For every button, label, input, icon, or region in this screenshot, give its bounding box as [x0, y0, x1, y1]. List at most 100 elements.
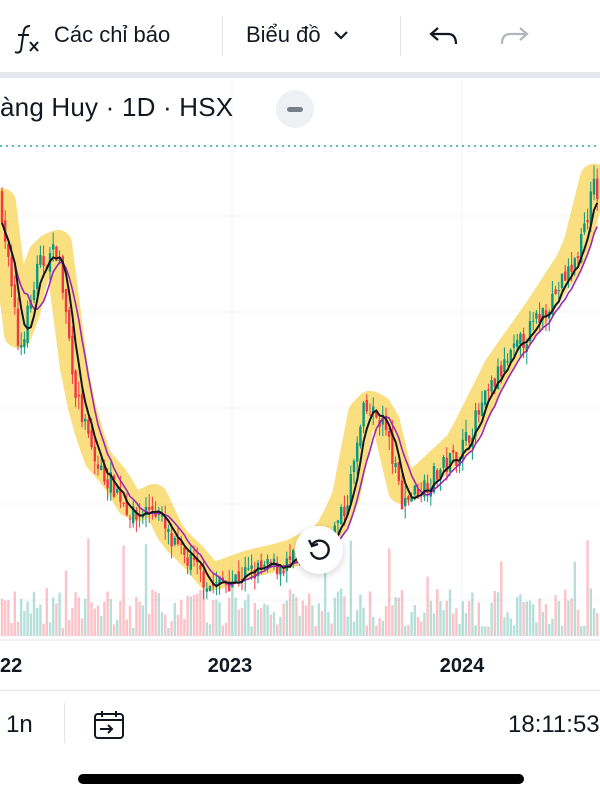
- volume-bar: [285, 600, 288, 636]
- bottombar-divider: [64, 703, 65, 743]
- volume-bar: [372, 616, 375, 636]
- bottom-toolbar: 1n 18:11:53: [0, 690, 600, 761]
- chart-type-button[interactable]: Biểu đồ: [246, 22, 351, 48]
- candle-body: [122, 502, 125, 504]
- collapse-legend-button[interactable]: [276, 90, 314, 128]
- candle-body: [218, 576, 221, 585]
- candle-body: [240, 578, 244, 582]
- candle-body: [416, 489, 420, 499]
- candle-body: [336, 520, 340, 524]
- candle-body: [487, 389, 490, 391]
- volume-bar: [247, 594, 250, 636]
- candle-body: [397, 461, 400, 482]
- candle-body: [576, 256, 580, 259]
- undo-icon[interactable]: [428, 22, 460, 50]
- candle-body: [93, 446, 96, 462]
- volume-bar: [356, 610, 359, 636]
- candle-body: [372, 406, 375, 414]
- volume-bar: [410, 612, 413, 636]
- x-tick-label: 2023: [208, 655, 253, 677]
- volume-bar: [384, 605, 388, 636]
- volume-bar: [260, 608, 263, 636]
- candle-body: [516, 340, 519, 347]
- volume-bar: [58, 592, 61, 636]
- volume-bar: [29, 613, 32, 636]
- volume-bar: [461, 601, 464, 636]
- volume-bar: [253, 602, 256, 636]
- fx-icon[interactable]: [10, 22, 42, 54]
- volume-bar: [528, 600, 532, 636]
- volume-bar: [320, 610, 324, 636]
- volume-bar: [202, 589, 205, 636]
- candle-body: [352, 460, 356, 472]
- reset-chart-button[interactable]: [295, 526, 343, 574]
- volume-bar: [144, 544, 148, 636]
- candle-body: [541, 307, 544, 321]
- volume-bar: [496, 592, 500, 636]
- candles: [0, 165, 599, 600]
- symbol-legend[interactable]: àng Huy · 1D · HSX: [0, 92, 234, 122]
- volume-bar: [445, 600, 448, 636]
- candle-body: [525, 344, 528, 352]
- candle-body: [84, 418, 87, 422]
- volume-bar: [333, 597, 336, 636]
- indicators-button[interactable]: Các chỉ báo: [54, 22, 170, 48]
- candle-body: [359, 426, 362, 447]
- candle-body: [448, 452, 452, 472]
- candle-body: [500, 365, 503, 377]
- candle-body: [234, 574, 237, 582]
- candle-body: [439, 469, 442, 479]
- candle-body: [567, 266, 570, 281]
- candle-body: [349, 473, 352, 504]
- candle-body: [224, 582, 228, 585]
- candle-body: [445, 457, 448, 472]
- volume-bar: [330, 623, 333, 636]
- volume-bar: [96, 605, 100, 636]
- volume-bar: [448, 589, 452, 636]
- volume-bar: [20, 598, 23, 636]
- date-range-icon[interactable]: [92, 709, 126, 741]
- candle-body: [340, 506, 343, 525]
- volume-bar: [240, 608, 244, 636]
- candle-body: [247, 568, 250, 570]
- volume-bar: [554, 595, 557, 636]
- volume-bar: [164, 614, 167, 636]
- volume-bar: [61, 627, 64, 636]
- candle-body: [68, 310, 71, 339]
- volume-bar: [186, 595, 189, 636]
- volume-bar: [48, 622, 52, 636]
- volume-bar: [458, 623, 461, 636]
- candle-body: [189, 554, 192, 570]
- volume-bar: [420, 621, 423, 636]
- candle-body: [493, 378, 496, 387]
- candle-body: [503, 359, 506, 373]
- candle-body: [596, 178, 599, 200]
- volume-bar: [564, 589, 567, 636]
- volume-bar: [522, 602, 525, 636]
- volume-bar: [180, 599, 183, 636]
- candle-body: [544, 310, 548, 318]
- toolbar-border: [0, 72, 600, 78]
- volume-bar: [381, 620, 384, 636]
- candle-body: [148, 507, 151, 510]
- interval-button[interactable]: 1n: [6, 711, 33, 738]
- volume-bar: [288, 589, 292, 636]
- candle-body: [180, 543, 183, 545]
- candle-body: [90, 430, 93, 448]
- volume-bar: [157, 593, 160, 636]
- volume-bar: [391, 605, 394, 636]
- candle-body: [74, 370, 77, 399]
- candle-body: [477, 410, 480, 415]
- volume-bar: [314, 626, 317, 636]
- volume-bar: [388, 548, 391, 636]
- candle-body: [208, 585, 212, 592]
- volume-bar: [298, 615, 301, 636]
- candle-body: [186, 557, 189, 566]
- volume-bar: [503, 617, 506, 636]
- volume-bar: [397, 597, 400, 636]
- volume-bar: [340, 588, 343, 636]
- candle-body: [522, 333, 525, 349]
- candle-body: [87, 419, 90, 434]
- volume-bar: [468, 600, 471, 636]
- redo-icon[interactable]: [498, 22, 530, 50]
